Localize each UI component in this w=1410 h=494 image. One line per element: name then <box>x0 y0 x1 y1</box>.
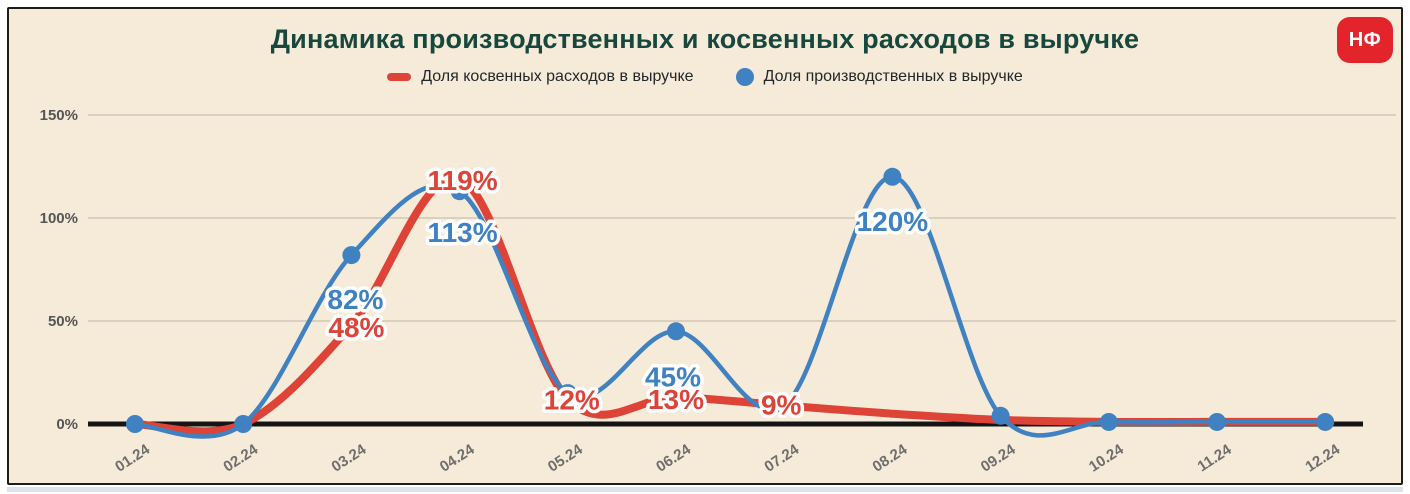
production-costs-point <box>558 384 577 403</box>
y-axis-tick-label: 50% <box>48 313 78 330</box>
bottom-edge-strip <box>7 487 1403 492</box>
production-costs-point <box>775 396 794 415</box>
x-axis-tick-label: 10.24 <box>1086 441 1127 476</box>
x-axis-tick-label: 02.24 <box>220 441 261 476</box>
brand-logo-text: НФ <box>1348 28 1382 51</box>
x-axis-tick-label: 03.24 <box>329 441 370 476</box>
red-dash-legend-icon <box>387 73 412 81</box>
x-axis-tick-label: 07.24 <box>761 441 802 476</box>
x-axis-tick-label: 12.24 <box>1302 441 1343 476</box>
production-costs-point <box>883 167 902 186</box>
production-costs-line <box>132 174 1328 439</box>
production-costs-point <box>1316 412 1335 431</box>
legend-label-production-costs: Доля производственных в выручке <box>763 68 1023 85</box>
data-label: 12% <box>544 384 600 415</box>
production-costs-point <box>991 406 1010 425</box>
chart-card <box>7 7 1403 485</box>
data-label: 120% <box>857 206 929 237</box>
x-axis-tick-label: 08.24 <box>870 441 911 476</box>
chart-legend: Доля косвенных расходов в выручке Доля п… <box>0 68 1410 86</box>
indirect-costs-line <box>131 174 1330 436</box>
y-axis-tick-label: 0% <box>56 416 78 433</box>
y-axis-tick-label: 100% <box>40 210 78 227</box>
brand-logo: НФ <box>1337 17 1393 63</box>
x-axis-tick-label: 11.24 <box>1195 441 1236 476</box>
production-costs-point <box>450 182 469 201</box>
data-label: 113% <box>428 217 498 248</box>
x-axis-tick-label: 04.24 <box>437 441 478 476</box>
chart-title: Динамика производственных и косвенных ра… <box>270 24 1140 54</box>
production-costs-point <box>1099 412 1118 431</box>
data-label: 119% <box>428 165 498 196</box>
legend-item-indirect-costs[interactable]: Доля косвенных расходов в выручке <box>387 68 694 86</box>
data-label: 45% <box>645 361 701 392</box>
data-label: 48% <box>328 312 384 343</box>
data-label: 9% <box>761 389 802 420</box>
production-costs-point <box>234 415 253 433</box>
data-label: 82% <box>327 284 383 315</box>
x-axis-tick-label: 05.24 <box>545 441 586 476</box>
blue-dot-legend-icon <box>735 68 754 86</box>
production-costs-point <box>667 322 685 341</box>
x-axis-tick-label: 01.24 <box>112 441 153 476</box>
production-costs-point <box>126 415 144 433</box>
legend-item-production-costs[interactable]: Доля производственных в выручке <box>735 68 1023 86</box>
data-label: 13% <box>648 384 704 415</box>
x-axis-tick-label: 09.24 <box>978 441 1019 476</box>
legend-label-indirect-costs: Доля косвенных расходов в выручке <box>421 68 694 85</box>
x-axis-tick-label: 06.24 <box>653 441 694 476</box>
production-costs-point <box>342 246 361 265</box>
production-costs-point <box>1208 412 1226 431</box>
y-axis-tick-label: 150% <box>40 107 78 124</box>
